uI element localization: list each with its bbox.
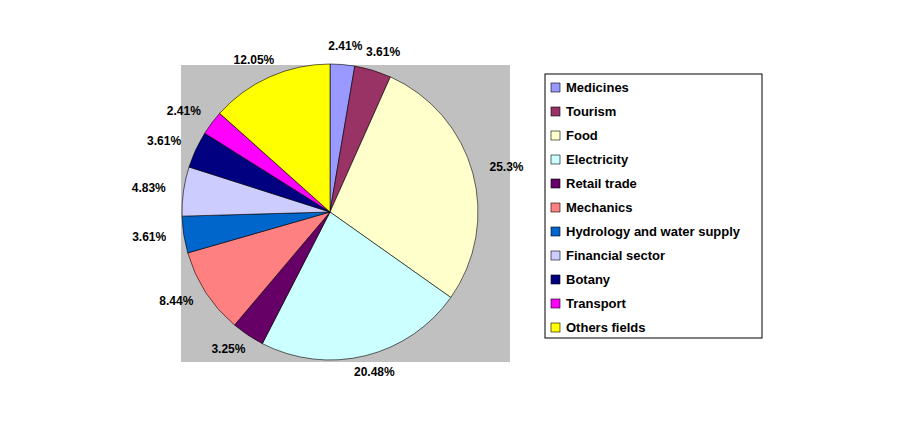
legend-label: Electricity: [566, 152, 629, 167]
legend-swatch: [551, 275, 560, 284]
data-label: 3.61%: [147, 134, 181, 148]
data-label: 3.25%: [211, 342, 245, 356]
data-label: 3.61%: [132, 230, 166, 244]
data-label: 3.61%: [366, 45, 400, 59]
pie-slice: [182, 212, 330, 253]
data-label: 12.05%: [234, 53, 275, 67]
legend-label: Hydrology and water supply: [566, 224, 741, 239]
data-label: 20.48%: [354, 365, 395, 379]
chart: 2.41% 3.61% 25.3% 20.48% 3.25% 8.44% 3.61% 4.83…: [0, 0, 900, 422]
legend-label: Others fields: [566, 320, 645, 335]
legend-swatch: [551, 323, 560, 332]
legend-box: [545, 74, 762, 338]
legend-swatch: [551, 107, 560, 116]
plot-background: [181, 65, 510, 362]
legend-swatch: [551, 227, 560, 236]
legend: Medicines Tourism Food Electricity Retail tr…: [545, 74, 762, 338]
legend-label: Mechanics: [566, 200, 632, 215]
legend-swatch: [551, 179, 560, 188]
legend-label: Financial sector: [566, 248, 665, 263]
data-label: 25.3%: [489, 160, 523, 174]
pie: [182, 64, 478, 360]
legend-swatch: [551, 155, 560, 164]
data-label: 8.44%: [159, 294, 193, 308]
pie-slice: [220, 64, 330, 212]
legend-label: Retail trade: [566, 176, 637, 191]
legend-swatch: [551, 131, 560, 140]
legend-label: Botany: [566, 272, 611, 287]
data-label: 2.41%: [328, 39, 362, 53]
legend-label: Medicines: [566, 80, 629, 95]
data-label: 2.41%: [167, 104, 201, 118]
legend-label: Food: [566, 128, 598, 143]
legend-swatch: [551, 251, 560, 260]
legend-swatch: [551, 203, 560, 212]
legend-swatch: [551, 83, 560, 92]
data-label: 4.83%: [132, 181, 166, 195]
legend-label: Tourism: [566, 104, 616, 119]
legend-swatch: [551, 299, 560, 308]
legend-label: Transport: [566, 296, 627, 311]
